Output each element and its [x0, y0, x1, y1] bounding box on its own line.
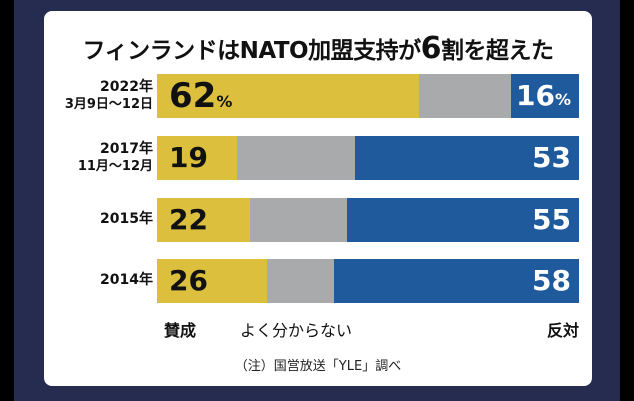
data-label-support: 19: [169, 141, 208, 174]
data-label-oppose: 58: [532, 264, 571, 297]
row-label: 2017年 11月〜12月: [78, 141, 153, 175]
row-label-period: 3月9日〜12日: [64, 97, 153, 112]
legend-oppose: 反対: [546, 321, 579, 340]
stacked-bar: 26 58: [157, 259, 579, 303]
bar-segment-support: [157, 74, 419, 118]
title-suffix: 割を超えた: [440, 38, 554, 64]
data-label-oppose: 55: [532, 203, 571, 236]
title-prefix: フィンランドはNATO加盟支持が: [82, 38, 422, 64]
bar-segment-oppose: [346, 198, 579, 242]
chart-card: フィンランドはNATO加盟支持が6割を超えた 62% 16% 19 53 22 55 26 5…: [44, 11, 592, 386]
row-label-year: 2014年: [100, 272, 153, 288]
bar-segment-unknown: [266, 259, 335, 303]
data-label-oppose: 16%: [516, 79, 571, 112]
bar-segment-unknown: [249, 198, 347, 242]
bar-segment-oppose: [355, 136, 579, 180]
row-label-period: 11月〜12月: [77, 159, 153, 174]
source-note: （注）国営放送「YLE」調べ: [234, 359, 402, 374]
stacked-bar: 19 53: [157, 136, 579, 180]
stacked-bar: 62% 16%: [157, 74, 579, 118]
stacked-bar: 22 55: [157, 198, 579, 242]
legend-support: 賛成: [164, 321, 197, 340]
data-label-support: 62%: [169, 76, 233, 116]
data-label-support: 26: [169, 264, 208, 297]
bar-segment-support: [157, 198, 250, 242]
data-label-oppose: 53: [532, 141, 571, 174]
row-label-year: 2022年: [100, 79, 153, 95]
row-label-year: 2017年: [100, 141, 153, 157]
row-label: 2014年: [100, 272, 153, 289]
bar-segment-oppose: [334, 259, 579, 303]
data-label-support: 22: [169, 203, 208, 236]
row-label-year: 2015年: [100, 211, 153, 227]
row-label: 2022年 3月9日〜12日: [65, 79, 153, 113]
bar-segment-unknown: [418, 74, 512, 118]
row-label: 2015年: [100, 211, 153, 228]
legend-unknown: よく分からない: [240, 321, 353, 340]
bar-segment-support: [157, 259, 267, 303]
bar-segment-support: [157, 136, 238, 180]
bar-segment-oppose: [511, 74, 579, 118]
title-highlight: 6: [420, 31, 442, 66]
bar-segment-unknown: [237, 136, 356, 180]
chart-title: フィンランドはNATO加盟支持が6割を超えた: [44, 31, 592, 66]
